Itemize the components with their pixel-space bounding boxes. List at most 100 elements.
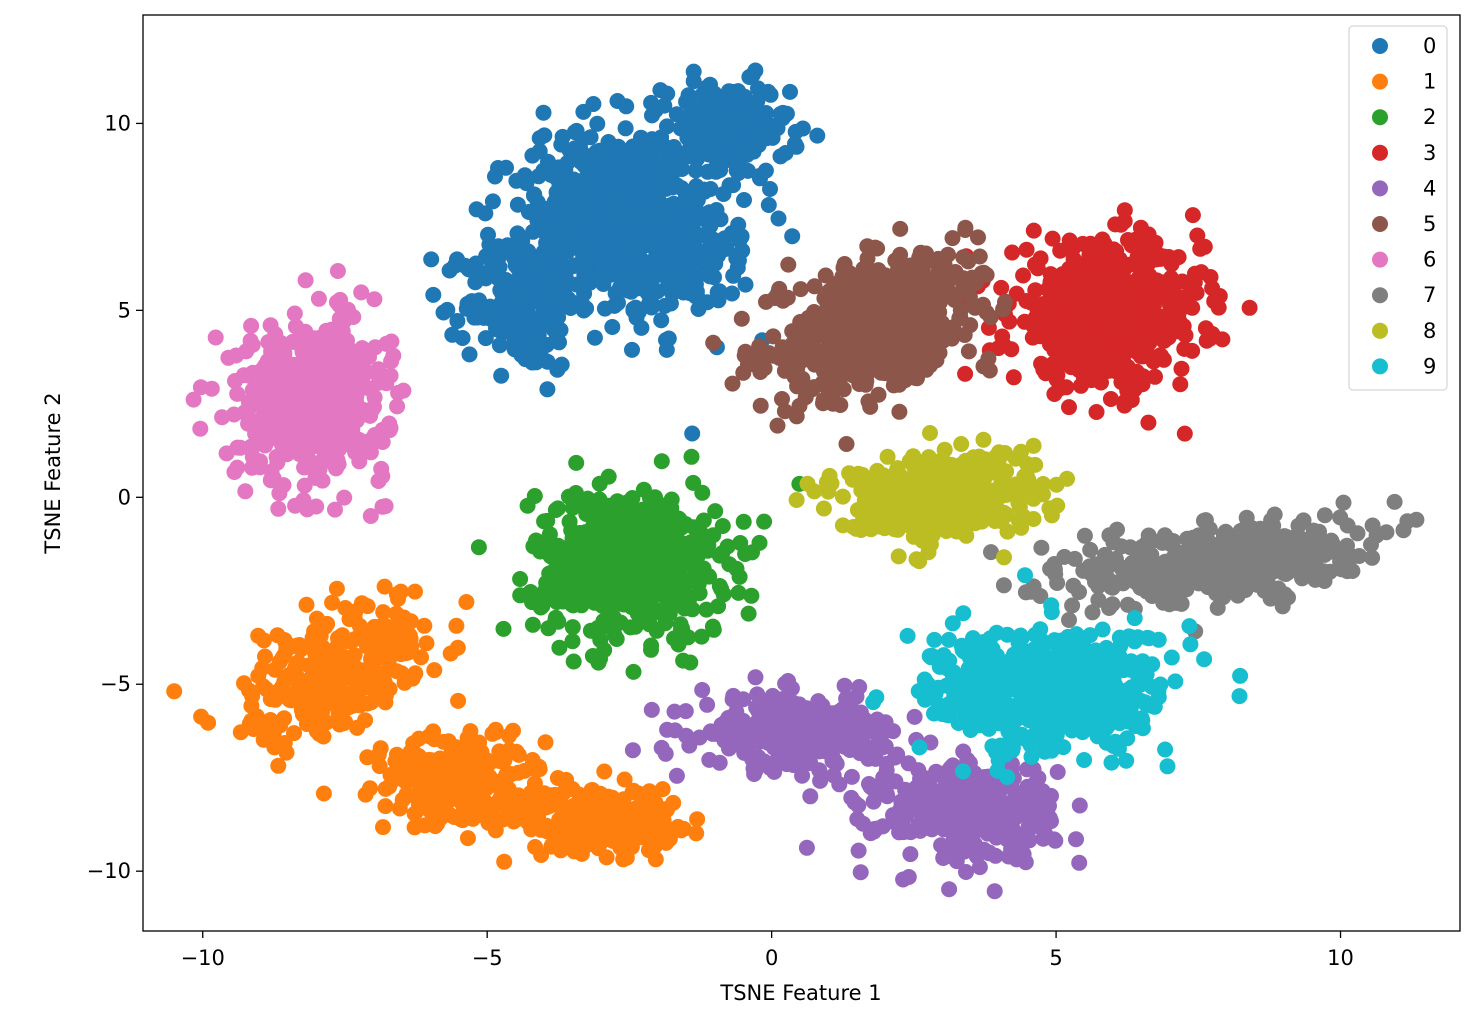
data-point	[588, 624, 605, 641]
data-point	[283, 692, 300, 709]
data-point	[748, 699, 765, 716]
data-point	[960, 343, 977, 360]
data-point	[166, 683, 183, 700]
data-point	[526, 187, 542, 204]
data-point	[539, 512, 556, 529]
data-point	[288, 637, 305, 654]
data-point	[656, 509, 673, 526]
data-point	[694, 682, 711, 698]
data-point	[891, 403, 908, 420]
data-point	[756, 513, 773, 530]
data-point	[897, 372, 914, 389]
data-point	[976, 841, 992, 858]
data-point	[836, 677, 853, 694]
data-point	[319, 405, 336, 422]
data-point	[749, 93, 766, 110]
data-point	[337, 398, 354, 415]
data-point	[557, 783, 573, 800]
data-point	[1042, 336, 1058, 353]
data-point	[568, 454, 585, 471]
data-point	[747, 62, 764, 79]
data-point	[916, 814, 933, 831]
data-point	[951, 310, 968, 327]
data-point	[711, 547, 728, 564]
data-point	[366, 291, 383, 308]
data-point	[593, 804, 610, 820]
data-point	[812, 772, 829, 789]
data-point	[572, 525, 589, 542]
data-point	[971, 859, 988, 876]
data-point	[1132, 219, 1149, 236]
data-point	[628, 232, 645, 249]
data-point	[1152, 347, 1169, 364]
data-point	[633, 820, 650, 837]
data-point	[375, 819, 391, 836]
data-point	[1005, 792, 1022, 809]
data-point	[971, 248, 988, 265]
data-point	[487, 721, 504, 738]
data-point	[442, 781, 459, 798]
data-point	[843, 768, 860, 785]
data-point	[689, 107, 705, 124]
data-point	[401, 627, 418, 644]
data-point	[298, 337, 315, 354]
data-point	[747, 669, 764, 686]
data-point	[377, 780, 394, 797]
data-point	[932, 294, 948, 311]
data-point	[1007, 825, 1024, 842]
data-point	[659, 721, 676, 738]
data-point	[1125, 276, 1142, 293]
data-point	[724, 285, 740, 302]
data-point	[770, 210, 787, 227]
data-point	[226, 464, 243, 480]
data-point	[736, 88, 753, 105]
data-point	[592, 650, 608, 667]
data-point	[417, 817, 433, 834]
data-point	[250, 627, 267, 644]
data-point	[581, 188, 598, 205]
data-point	[524, 616, 541, 633]
data-point	[654, 781, 671, 798]
data-point	[791, 397, 808, 414]
data-point	[337, 600, 354, 616]
data-point	[659, 820, 676, 837]
data-point	[491, 753, 508, 769]
data-point	[519, 497, 536, 514]
data-point	[377, 687, 394, 704]
data-point	[518, 321, 535, 338]
data-point	[435, 304, 452, 321]
data-point	[702, 105, 719, 122]
data-point	[647, 587, 664, 604]
data-point	[760, 197, 777, 213]
data-point	[582, 211, 599, 228]
data-point	[906, 708, 923, 725]
data-point	[351, 453, 368, 470]
data-point	[1004, 244, 1021, 261]
data-point	[1210, 299, 1227, 316]
data-point	[310, 290, 327, 307]
data-point	[551, 290, 568, 307]
data-point	[708, 202, 725, 218]
data-point	[700, 537, 717, 554]
data-point	[478, 764, 495, 781]
data-point	[865, 793, 882, 810]
data-point	[393, 646, 409, 663]
data-point	[693, 87, 710, 104]
data-point	[639, 561, 656, 577]
data-point	[1335, 494, 1352, 511]
data-point	[378, 335, 395, 352]
data-point	[605, 611, 622, 628]
data-point	[524, 204, 541, 221]
data-point	[477, 205, 494, 222]
data-point	[328, 580, 345, 597]
data-point	[626, 206, 643, 223]
data-point	[635, 481, 652, 498]
data-point	[427, 772, 444, 789]
data-point	[531, 347, 548, 364]
data-point	[316, 374, 333, 391]
data-point	[531, 130, 548, 147]
data-point	[688, 825, 705, 842]
data-point	[802, 788, 819, 805]
data-point	[1042, 266, 1059, 283]
data-point	[618, 98, 635, 115]
